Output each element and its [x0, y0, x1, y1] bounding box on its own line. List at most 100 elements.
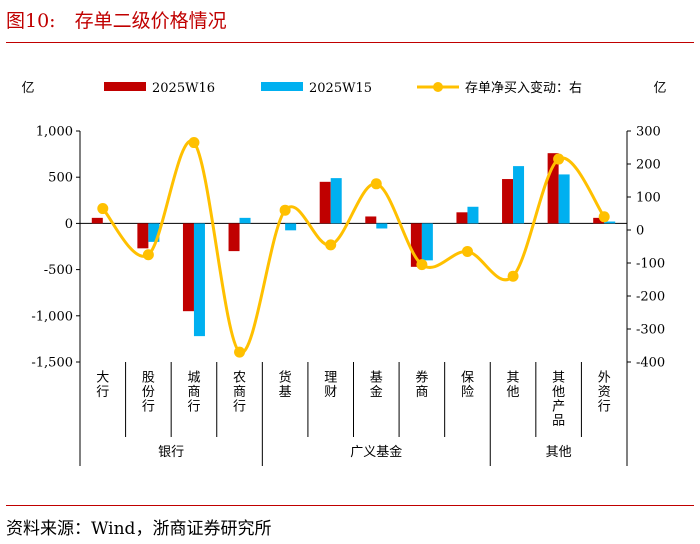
category-label-char: 基 [370, 371, 383, 386]
bar [502, 179, 514, 224]
category-label-char: 行 [187, 399, 200, 414]
category-label: 大行 [96, 371, 109, 400]
bar [456, 212, 468, 224]
line-point [507, 270, 519, 282]
line-point [553, 153, 565, 165]
legend-swatch-w16 [104, 82, 146, 91]
bar [285, 223, 297, 231]
bar [376, 223, 388, 229]
category-label-char: 产 [552, 399, 565, 414]
category-label: 基金 [370, 371, 383, 400]
category-label-char: 份 [142, 385, 155, 400]
category-label: 农商行 [233, 371, 246, 415]
category-label: 其他 [507, 371, 520, 400]
category-label-char: 行 [142, 399, 155, 414]
category-label-char: 其 [507, 371, 520, 386]
category-label-char: 行 [598, 399, 611, 414]
category-label: 城商行 [187, 371, 200, 415]
bar [513, 166, 525, 224]
line-point [97, 203, 109, 215]
category-label-char: 商 [187, 385, 200, 400]
left-axis-tick-label: 500 [48, 171, 73, 186]
right-axis-tick-label: -300 [636, 323, 665, 338]
group-label: 广义基金 [350, 444, 402, 460]
left-axis-tick-label: -1,500 [31, 356, 73, 371]
right-axis-tick-label: 200 [636, 158, 661, 173]
category-label: 货基 [279, 370, 292, 400]
line-point [598, 211, 610, 223]
bar [421, 223, 433, 261]
line-point [416, 259, 428, 271]
bar [228, 223, 240, 252]
category-label-char: 财 [324, 385, 337, 400]
bar [410, 223, 422, 267]
right-axis-tick-label: -400 [636, 356, 665, 371]
left-axis-tick-label: -1,000 [31, 309, 73, 324]
bar [330, 178, 342, 224]
bar [182, 223, 194, 312]
left-axis-tick-label: 1,000 [36, 125, 73, 140]
category-label-char: 大 [96, 371, 109, 386]
category-label-char: 基 [279, 385, 292, 400]
category-label: 外资行 [598, 371, 611, 415]
legend-line-marker [433, 82, 443, 92]
category-label-char: 商 [233, 385, 246, 400]
group-label: 银行 [158, 445, 184, 460]
right-axis-tick-label: 100 [636, 191, 661, 206]
line-point [279, 204, 291, 216]
category-label: 保险 [461, 371, 474, 400]
category-label: 其他产品 [552, 371, 565, 429]
category-label-char: 商 [415, 385, 428, 400]
line-point [188, 137, 200, 149]
left-axis-unit: 亿 [21, 81, 34, 96]
legend-swatch-w15 [261, 82, 303, 91]
right-axis-tick-label: 300 [636, 125, 661, 140]
bars [91, 153, 616, 337]
bar [319, 181, 331, 224]
category-label-char: 保 [461, 371, 474, 386]
category-label-char: 其 [552, 371, 565, 386]
line-point [325, 239, 337, 251]
bar [365, 216, 377, 224]
category-label-char: 外 [598, 371, 611, 386]
legend: 2025W16 2025W15 存单净买入变动：右 [104, 80, 582, 96]
bar [137, 223, 149, 249]
bar [558, 174, 570, 224]
bar [148, 223, 160, 242]
line-point [461, 245, 473, 257]
bar [467, 206, 479, 224]
category-label: 股份行 [142, 371, 155, 415]
category-label-char: 城 [187, 371, 200, 386]
category-label-char: 行 [233, 399, 246, 414]
category-label: 理财 [324, 371, 337, 400]
category-label-char: 他 [507, 385, 520, 400]
line-point [234, 346, 246, 358]
legend-label-w16: 2025W16 [152, 81, 215, 96]
bar [239, 217, 251, 224]
category-label-char: 品 [552, 414, 565, 429]
line-point [142, 249, 154, 261]
category-label-char: 行 [96, 385, 109, 400]
category-label-char: 农 [233, 371, 246, 386]
source-note: 资料来源：Wind，浙商证券研究所 [6, 519, 272, 539]
category-label-char: 货 [279, 370, 292, 386]
legend-label-w15: 2025W15 [309, 81, 372, 96]
bar [604, 221, 616, 224]
right-axis-tick-label: -100 [636, 257, 665, 272]
bar [593, 217, 605, 224]
figure-title: 图10: 存单二级价格情况 [6, 10, 227, 32]
category-label-char: 券 [415, 370, 428, 386]
axes: 亿 亿 1,000 500 0 -500 -1,000 -1,500 300 200 100 0 -10… [21, 81, 667, 466]
source-divider [6, 505, 694, 506]
right-axis-tick-label: -200 [636, 290, 665, 305]
category-label-char: 金 [370, 384, 383, 400]
category-label-char: 理 [324, 371, 337, 386]
line-point [370, 178, 382, 190]
line-series-path [101, 139, 606, 354]
line-series [97, 137, 610, 358]
bar [547, 153, 559, 224]
left-axis-tick-label: -500 [44, 263, 73, 278]
left-axis-tick-label: 0 [65, 217, 73, 232]
right-axis-tick-label: 0 [636, 224, 644, 239]
